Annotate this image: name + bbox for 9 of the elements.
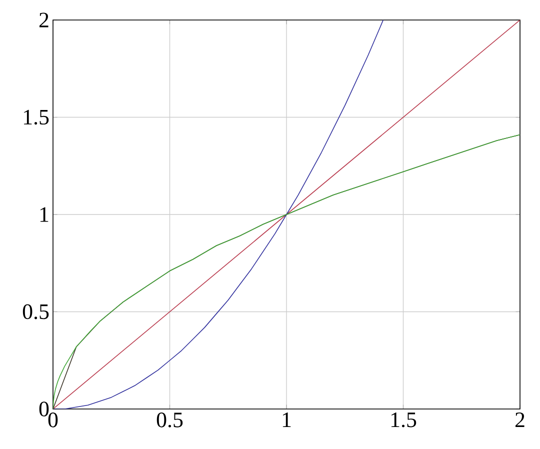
y-tick-label: 0 — [39, 402, 49, 416]
x-tick-label: 2 — [515, 412, 524, 428]
y-tick-label: 1.5 — [24, 110, 49, 125]
y-tick-label: 2 — [39, 12, 48, 28]
x-tick-label: 1.5 — [391, 412, 416, 428]
y-tick-label: 1 — [40, 207, 48, 222]
x-tick-label: 1 — [282, 412, 291, 427]
x-tick-label: 0.5 — [156, 412, 183, 428]
y-tick-label: 0.5 — [22, 304, 49, 320]
